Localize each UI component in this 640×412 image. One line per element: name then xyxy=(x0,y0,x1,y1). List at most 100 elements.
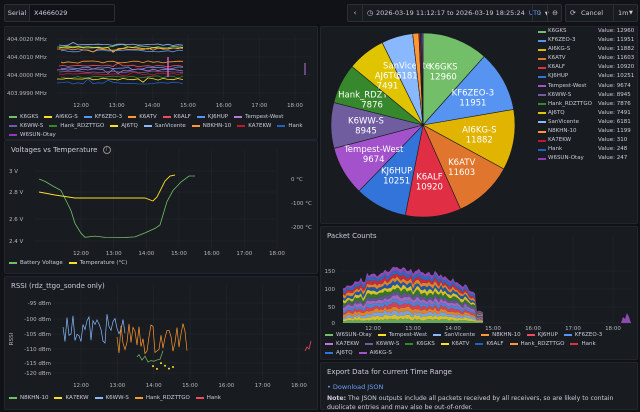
legend-item[interactable]: Tempest-West xyxy=(234,113,283,122)
top-toolbar: Serial X4666029 ‹ ◷ 2026-03-19 11:12:17 … xyxy=(0,0,640,24)
legend-item[interactable]: Tempest-West xyxy=(377,331,427,340)
refresh-picker[interactable]: ⟳ Cancel 1m ▼ xyxy=(565,4,638,22)
legend-item[interactable]: N8KHN-10 xyxy=(191,122,231,131)
legend-item[interactable]: KJ6HUP xyxy=(196,113,229,122)
pie-slice-value: 9674 xyxy=(363,155,385,165)
legend-item[interactable]: KF6ZEO-3 xyxy=(563,331,602,340)
rssi-panel: RSSI (rdz_ttgo_sonde only) -95 dBm -100 d… xyxy=(4,276,318,410)
legend-item[interactable]: K6ALF xyxy=(162,113,191,122)
legend-swatch xyxy=(570,342,579,345)
time-shift-back-button[interactable]: ‹ xyxy=(348,5,363,21)
packet-count-area xyxy=(343,287,483,317)
legend-item[interactable]: N8KHN-10 xyxy=(481,331,521,340)
pie-legend-item[interactable]: K6GKS Value: 12960 xyxy=(538,27,638,36)
serial-variable-input[interactable]: X4666029 xyxy=(29,4,115,22)
pie-legend-item[interactable]: Hank Value: 248 xyxy=(538,145,638,154)
voltage-legend: Battery Voltage Temperature (°C) xyxy=(9,259,315,268)
legend-label: K6ATV xyxy=(139,114,157,120)
legend-swatch xyxy=(195,396,204,399)
legend-item[interactable]: AJ6TQ xyxy=(110,122,138,131)
pie-legend-item[interactable]: KA7EKW Value: 310 xyxy=(538,136,638,145)
packet-counts-legend: W6SUN-Otay Tempest-West SanVicente N8KHN-10… xyxy=(325,331,635,358)
voltage-panel: Voltages vs Temperature i 3 V 2.8 V 2.6 V 2.… xyxy=(4,140,318,274)
legend-item[interactable]: K6ATV xyxy=(440,340,469,349)
legend-item[interactable]: K6WW-S xyxy=(94,394,129,403)
legend-item[interactable]: KA7EKW xyxy=(237,122,271,131)
legend-swatch xyxy=(563,333,572,336)
pie-legend-item[interactable]: SanVicente Value: 6181 xyxy=(538,118,638,127)
legend-item[interactable]: Hank xyxy=(277,122,303,131)
legend-swatch xyxy=(9,133,17,136)
rssi-point xyxy=(156,367,158,370)
legend-item[interactable]: AI6KG-S xyxy=(44,113,78,122)
packet-count-area xyxy=(343,302,483,321)
legend-swatch xyxy=(526,333,535,336)
download-json-link[interactable]: • Download JSON xyxy=(327,383,384,391)
legend-swatch xyxy=(44,115,53,118)
legend-item[interactable]: KA7EKW xyxy=(325,340,359,349)
legend-item[interactable]: N8KHN-10 xyxy=(9,394,48,403)
zoom-out-icon: ⊖ xyxy=(552,9,558,17)
legend-item[interactable]: K6ATV xyxy=(128,113,157,122)
pie-legend: K6GKS Value: 12960 KF6ZEO-3 Value: 11951 AI6… xyxy=(538,27,638,163)
legend-item[interactable]: SanVicente xyxy=(143,122,186,131)
legend-item[interactable]: KJ6HUP xyxy=(526,331,558,340)
legend-item[interactable]: SanVicente xyxy=(433,331,475,340)
legend-item[interactable]: KF6ZEO-3 xyxy=(83,113,122,122)
x-tick-label: 16:00 xyxy=(218,383,234,389)
pie-legend-item[interactable]: K6WW-S Value: 8945 xyxy=(538,91,638,100)
frequency-series-line xyxy=(60,60,184,64)
legend-swatch xyxy=(538,148,546,151)
pie-legend-item[interactable]: K6ALF Value: 10920 xyxy=(538,63,638,72)
cancel-button[interactable]: Cancel xyxy=(581,9,604,17)
legend-item[interactable]: Hank_RDZTTGO xyxy=(134,394,190,403)
pie-legend-item[interactable]: AJ6TQ Value: 7491 xyxy=(538,109,638,118)
y-tick-label: -115 dBm xyxy=(24,361,51,367)
legend-item[interactable]: Hank_RDZTTGO xyxy=(509,340,564,349)
legend-item[interactable]: KA7EKW xyxy=(54,394,89,403)
legend-item[interactable]: K6WW-S xyxy=(9,122,43,131)
pie-legend-item[interactable]: W6SUN-Otay Value: 247 xyxy=(538,154,638,163)
pie-legend-item[interactable]: Hank_RDZTTGO Value: 7876 xyxy=(538,100,638,109)
pie-legend-item[interactable]: K6ATV Value: 11603 xyxy=(538,54,638,63)
legend-swatch xyxy=(377,333,386,336)
legend-swatch xyxy=(538,139,546,142)
panel-title: Voltages vs Temperature i xyxy=(11,146,111,154)
y-tick-label: 0 xyxy=(332,321,336,327)
x-tick-label: 16:00 xyxy=(204,251,220,257)
zoom-out-button[interactable]: ⊖ xyxy=(547,5,562,21)
pie-legend-item[interactable]: N8KHN-10 Value: 1199 xyxy=(538,127,638,136)
pie-legend-item[interactable]: KF6ZEO-3 Value: 11951 xyxy=(538,36,638,45)
legend-item[interactable]: AI6KG-S xyxy=(358,349,392,358)
legend-item[interactable]: W6SUN-Otay xyxy=(325,331,372,340)
y-tick-label: 403.9990 MHz xyxy=(7,91,47,97)
legend-item[interactable]: Hank xyxy=(570,340,596,349)
legend-item[interactable]: Battery Voltage xyxy=(9,259,63,268)
legend-item[interactable]: K6ALF xyxy=(475,340,504,349)
legend-label: KJ6HUP xyxy=(207,114,229,120)
time-range-picker[interactable]: ‹ ◷ 2026-03-19 11:12:17 to 2026-03-19 18… xyxy=(347,4,562,22)
legend-item[interactable]: K6WW-S xyxy=(365,340,399,349)
info-icon[interactable]: i xyxy=(102,146,111,154)
refresh-interval-select[interactable]: 1m xyxy=(613,5,628,21)
pie-legend-item[interactable]: Tempest-West Value: 9674 xyxy=(538,82,638,91)
x-tick-label: 16:00 xyxy=(525,326,541,332)
chevron-down-icon: ▼ xyxy=(544,11,549,17)
legend-item[interactable]: Temperature (°C) xyxy=(68,259,127,268)
refresh-icon: ⟳ xyxy=(570,9,576,17)
legend-item[interactable]: K6GKS xyxy=(9,113,38,122)
legend-item[interactable]: Hank_RDZTTGO xyxy=(49,122,104,131)
time-shift-forward-button[interactable]: › xyxy=(532,5,547,21)
legend-item[interactable]: Hank xyxy=(195,394,221,403)
legend-item[interactable]: W6SUN-Otay xyxy=(9,131,56,139)
rssi-series-line xyxy=(304,340,312,352)
legend-value: Value: 11951 xyxy=(598,37,635,44)
legend-item[interactable]: K6GKS xyxy=(405,340,435,349)
pie-legend-item[interactable]: KJ6HUP Value: 10251 xyxy=(538,72,638,81)
legend-item[interactable]: AJ6TQ xyxy=(325,349,353,358)
rssi-series-line xyxy=(136,350,164,363)
frequency-series-line xyxy=(58,42,184,46)
pie-legend-item[interactable]: AI6KG-S Value: 11882 xyxy=(538,45,638,54)
legend-swatch xyxy=(538,121,546,124)
time-range-text[interactable]: 2026-03-19 11:12:17 to 2026-03-19 18:25:… xyxy=(376,5,549,21)
